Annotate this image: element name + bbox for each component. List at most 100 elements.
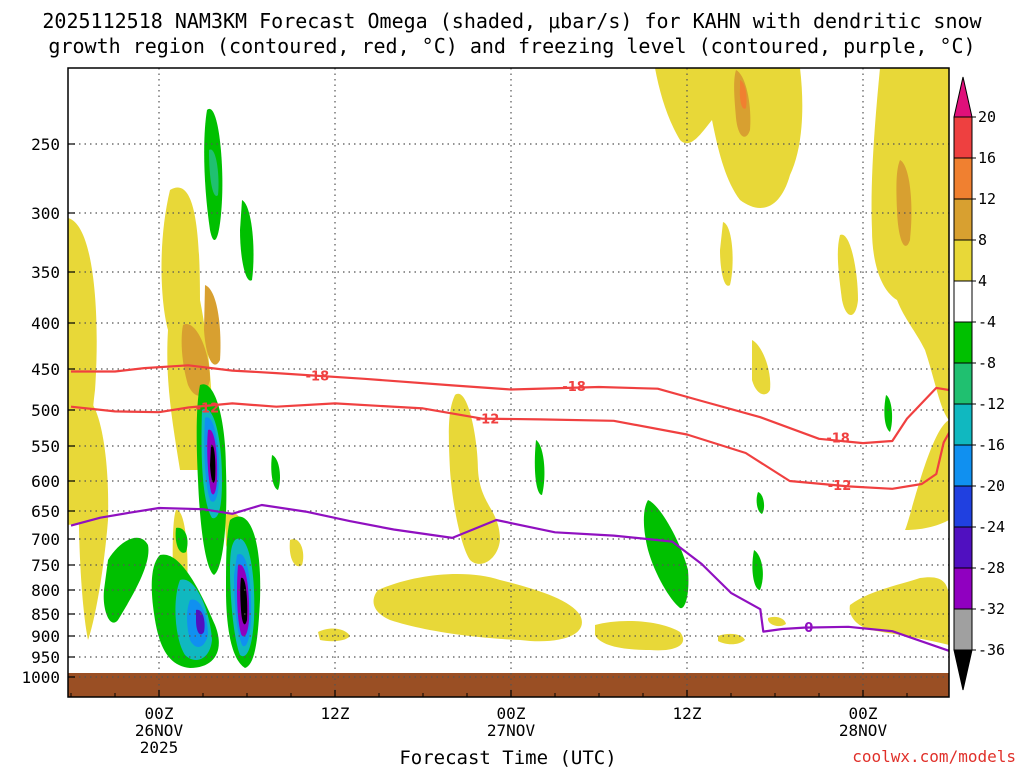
- colorbar-swatch: [953, 239, 973, 282]
- colorbar-label: 12: [978, 190, 996, 208]
- colorbar-label: -20: [978, 477, 1005, 495]
- contour-zero: [70, 503, 949, 652]
- contour-label-minus18: -18: [306, 370, 330, 385]
- x-tick-label: 28NOV: [839, 721, 888, 740]
- x-tick-label: 00Z: [497, 704, 526, 723]
- colorbar-swatch: [953, 362, 973, 405]
- omega-yellow-blob: [768, 616, 786, 627]
- colorbar-swatch: [953, 485, 973, 528]
- omega-shading: [68, 68, 949, 697]
- x-tick-label: 00Z: [145, 704, 174, 723]
- omega-green-blob: [884, 395, 893, 432]
- colorbar-swatch: [953, 567, 973, 610]
- y-tick-label: 700: [31, 530, 60, 549]
- y-tick-label: 600: [31, 472, 60, 491]
- y-tick-label: 750: [31, 556, 60, 575]
- omega-black-core: [240, 577, 248, 625]
- chart-title-line2: growth region (contoured, red, °C) and f…: [48, 34, 975, 58]
- omega-yellow-blob: [373, 574, 582, 642]
- colorbar-top-arrow: [953, 76, 973, 118]
- omega-yellow-blob: [720, 222, 733, 286]
- contour-label-minus18: -18: [562, 380, 586, 395]
- omega-green-blob: [534, 440, 545, 495]
- colorbar-label: -8: [978, 354, 996, 372]
- x-tick-label: 27NOV: [487, 721, 536, 740]
- colorbar-label: 16: [978, 149, 996, 167]
- omega-orange-blob: [181, 324, 210, 396]
- colorbar-swatch: [953, 116, 973, 159]
- contour-minus18: [71, 364, 949, 445]
- omega-yellow-blob: [289, 539, 304, 567]
- colorbar-label: -16: [978, 436, 1005, 454]
- y-tick-label: 450: [31, 360, 60, 379]
- contour-minus12: [70, 402, 949, 490]
- colorbar-label: -4: [978, 313, 996, 331]
- y-tick-label: 850: [31, 605, 60, 624]
- omega-green-blob: [752, 550, 763, 590]
- colorbar: 20 16 12 8 4 -4 -8 -12 -16 -20 -24 -28 -32 -36: [953, 76, 1005, 691]
- y-tick-label: 950: [31, 648, 60, 667]
- omega-green-blob: [103, 537, 149, 623]
- omega-green-blob: [175, 527, 188, 553]
- omega-yellow-blob: [837, 234, 858, 315]
- y-tick-label: 300: [31, 204, 60, 223]
- colorbar-swatch: [953, 157, 973, 200]
- omega-orange-blob: [204, 285, 221, 365]
- y-tick-label: 250: [31, 135, 60, 154]
- chart-title-line1: 2025112518 NAM3KM Forecast Omega (shaded…: [42, 9, 982, 33]
- y-tick-label: 550: [31, 437, 60, 456]
- y-tick-label: 800: [31, 581, 60, 600]
- omega-yellow-blob: [318, 628, 350, 642]
- omega-yellow-blob: [655, 68, 803, 208]
- omega-yellow-blob: [448, 393, 500, 564]
- colorbar-swatch: [953, 608, 973, 651]
- contour-lines: -18 -18 -18 -12 -12 -12 0: [70, 364, 949, 652]
- colorbar-label: -24: [978, 518, 1005, 536]
- contour-label-minus18: -18: [826, 431, 850, 446]
- plot-frame: [67, 67, 950, 698]
- omega-orange-blob: [896, 160, 912, 246]
- colorbar-label: -28: [978, 559, 1005, 577]
- colorbar-swatch: [953, 198, 973, 241]
- y-tick-label: 1000: [21, 668, 60, 687]
- contour-label-minus12: -12: [476, 413, 500, 428]
- colorbar-label: -36: [978, 641, 1005, 659]
- omega-yellow-blob: [595, 620, 684, 651]
- omega-black-core: [210, 444, 216, 483]
- colorbar-swatch: [953, 526, 973, 569]
- omega-yellow-blob: [718, 633, 745, 645]
- y-tick-label: 900: [31, 627, 60, 646]
- grid-lines: [68, 68, 949, 697]
- contour-label-minus12: -12: [828, 479, 852, 494]
- y-tick-label: 400: [31, 314, 60, 333]
- contour-label-minus12: -12: [196, 402, 220, 417]
- credit-text: coolwx.com/models: [852, 747, 1016, 766]
- contour-label-zero: 0: [804, 621, 813, 636]
- omega-yellow-blob: [905, 420, 949, 530]
- y-axis: 250 300 350 400 450 500 550 600 650 700 750 800 850 9…: [21, 135, 75, 687]
- x-tick-label: 12Z: [673, 704, 702, 723]
- colorbar-label: 4: [978, 272, 987, 290]
- x-axis-label: Forecast Time (UTC): [399, 747, 616, 768]
- colorbar-swatch: [953, 444, 973, 487]
- colorbar-label: -32: [978, 600, 1005, 618]
- colorbar-label: 20: [978, 108, 996, 126]
- omega-green-blob: [240, 200, 254, 281]
- colorbar-swatch: [953, 403, 973, 446]
- omega-green-blob: [271, 455, 280, 490]
- colorbar-bottom-arrow: [953, 649, 973, 691]
- y-tick-label: 350: [31, 263, 60, 282]
- colorbar-swatch: [953, 321, 973, 364]
- omega-dark-orange-blob: [739, 80, 747, 109]
- colorbar-label: 8: [978, 231, 987, 249]
- omega-yellow-blob: [752, 340, 771, 395]
- x-tick-label: 00Z: [849, 704, 878, 723]
- x-tick-label: 2025: [140, 738, 179, 757]
- colorbar-label: -12: [978, 395, 1005, 413]
- omega-yellow-blob: [849, 577, 949, 645]
- omega-green-blob: [756, 492, 765, 514]
- omega-violet-blob: [196, 609, 205, 635]
